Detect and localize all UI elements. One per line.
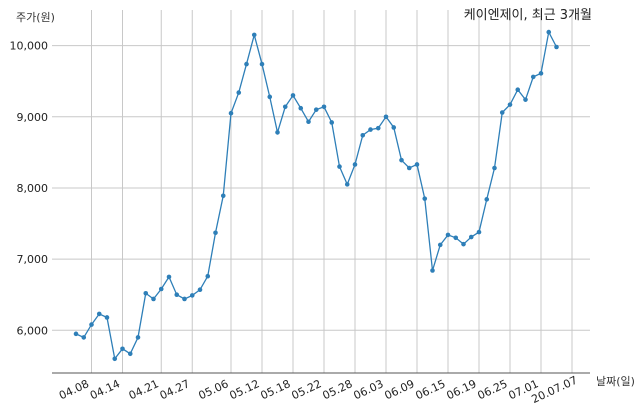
data-point xyxy=(197,287,203,293)
y-axis-label: 주가(원) xyxy=(16,11,55,24)
data-point xyxy=(220,193,226,199)
data-point xyxy=(321,104,327,110)
y-tick-label: 7,000 xyxy=(17,253,49,266)
y-tick-label: 6,000 xyxy=(17,324,49,337)
data-point xyxy=(174,292,180,298)
data-point xyxy=(468,234,474,240)
data-point xyxy=(306,119,311,125)
data-point xyxy=(383,114,389,120)
data-point xyxy=(135,335,141,340)
data-point xyxy=(406,165,412,171)
data-point xyxy=(492,165,497,171)
y-tick-label: 10,000 xyxy=(10,40,49,53)
data-point xyxy=(112,356,118,362)
data-point xyxy=(259,61,265,67)
data-point xyxy=(151,296,156,302)
data-point xyxy=(399,157,404,163)
x-tick-label: 04.14 xyxy=(88,377,122,402)
data-point xyxy=(127,351,133,357)
data-point xyxy=(298,105,304,111)
x-tick-label: 04.08 xyxy=(57,377,91,402)
data-point xyxy=(344,182,350,187)
data-point xyxy=(391,125,397,130)
data-point xyxy=(461,241,466,247)
data-point xyxy=(499,110,505,115)
x-tick-label: 05.22 xyxy=(289,377,323,402)
grid-layer xyxy=(52,10,590,373)
data-point xyxy=(352,162,358,167)
x-tick-label: 20.07.07 xyxy=(530,374,580,406)
data-point xyxy=(484,197,490,202)
x-tick-label: 06.25 xyxy=(475,377,509,402)
price-series-line xyxy=(75,30,558,361)
data-point xyxy=(329,120,335,125)
data-point xyxy=(538,71,544,76)
y-tick-label: 9,000 xyxy=(17,111,49,124)
data-point xyxy=(337,164,342,169)
data-point xyxy=(213,230,218,236)
x-tick-label: 04.21 xyxy=(127,377,161,402)
series-layer xyxy=(73,29,559,362)
data-point xyxy=(546,29,552,35)
data-point xyxy=(282,104,288,110)
data-point xyxy=(453,235,459,241)
x-tick-label: 04.27 xyxy=(158,377,192,402)
data-point xyxy=(166,274,172,280)
data-point xyxy=(189,293,195,298)
data-point xyxy=(143,290,149,296)
data-point xyxy=(507,102,513,107)
data-point xyxy=(236,90,242,95)
chart-title: 케이엔제이, 최근 3개월 xyxy=(464,8,592,23)
data-point xyxy=(375,125,381,131)
data-point xyxy=(267,94,273,100)
x-tick-label: 05.06 xyxy=(196,377,230,402)
data-point xyxy=(368,127,373,132)
x-axis-label: 날짜(일) xyxy=(596,374,635,388)
x-tick-label: 05.28 xyxy=(320,377,354,402)
x-tick-label: 06.19 xyxy=(444,377,478,402)
data-point xyxy=(96,311,102,317)
data-point xyxy=(523,97,528,102)
y-tick-label: 8,000 xyxy=(17,182,49,195)
x-tick-label: 05.18 xyxy=(258,377,292,402)
x-tick-label: 05.12 xyxy=(227,377,261,402)
x-tick-label: 06.15 xyxy=(413,377,447,402)
data-point xyxy=(422,196,428,201)
data-point xyxy=(437,242,443,248)
data-point xyxy=(430,268,435,273)
data-point xyxy=(228,110,234,116)
data-point xyxy=(205,273,211,279)
x-tick-label: 06.03 xyxy=(351,377,385,402)
data-point xyxy=(476,229,482,235)
data-point xyxy=(515,87,521,93)
x-tick-label: 06.09 xyxy=(382,377,416,402)
data-point xyxy=(530,74,536,80)
data-point xyxy=(182,296,187,302)
data-point xyxy=(360,132,366,138)
data-point xyxy=(554,44,559,50)
data-point xyxy=(290,93,296,98)
data-point xyxy=(81,335,87,340)
data-point xyxy=(275,130,280,135)
data-point xyxy=(104,315,110,320)
data-point xyxy=(158,286,164,292)
data-point xyxy=(120,346,125,352)
data-point xyxy=(251,32,257,38)
data-point xyxy=(445,232,451,238)
data-point xyxy=(89,322,94,327)
data-point xyxy=(73,331,79,337)
data-point xyxy=(244,61,249,67)
data-point xyxy=(313,107,319,112)
data-point xyxy=(414,162,420,167)
